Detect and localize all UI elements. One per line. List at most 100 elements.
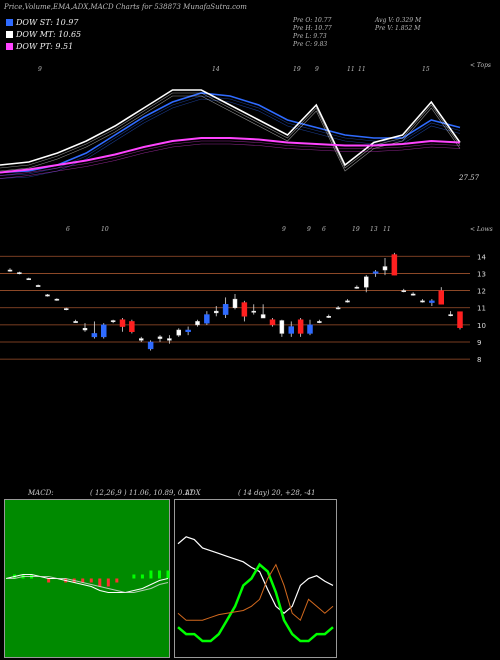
tops-label: < Tops (470, 62, 492, 69)
macd-params: ( 12,26,9 ) 11.06, 10.89, 0.17 (90, 489, 194, 497)
ema-lines (0, 89, 461, 179)
macd-background (4, 499, 170, 658)
candle-body (354, 286, 360, 289)
ema-band-line (0, 140, 461, 176)
stat-open: Pre O: 10.77 (293, 17, 332, 24)
candle-body (35, 285, 41, 287)
top-marker: 11 (347, 66, 355, 73)
adx-minus-di-line (177, 563, 334, 622)
adx-panel (174, 499, 337, 658)
candle-body (91, 333, 98, 338)
lows-label: < Lows (470, 226, 493, 233)
legend-dow-pt: DOW PT: 9.51 (6, 42, 73, 51)
ema-last-value: 27.57 (459, 174, 480, 182)
price-tick-label: 11 (477, 305, 486, 313)
low-marker: 6 (322, 226, 326, 233)
stat-avg-volume: Avg V: 0.329 M (375, 17, 422, 24)
top-marker: 9 (38, 66, 42, 73)
price-tick-label: 13 (477, 270, 486, 278)
macd-lines (5, 570, 170, 593)
candle-body (297, 319, 304, 334)
candle-body (222, 304, 229, 315)
adx-lines (177, 536, 334, 643)
price-tick-label: 10 (477, 322, 486, 330)
candle-body (119, 319, 126, 327)
ema-band-line (0, 95, 461, 176)
candle-body (241, 302, 248, 317)
adx-label: ADX (185, 489, 201, 497)
candle-body (335, 307, 341, 310)
low-marker: 9 (307, 226, 311, 233)
top-marker: 15 (422, 66, 430, 73)
ema-series-line (0, 92, 461, 174)
ema-series-line (0, 89, 461, 167)
candle-body (82, 328, 88, 331)
candle-body (391, 254, 398, 276)
adx-params: ( 14 day) 20, +28, -41 (238, 489, 316, 497)
candle-body (269, 319, 276, 326)
candle-body (410, 293, 416, 296)
candle-body (176, 329, 181, 336)
price-y-ticks: 14 13 12 11 10 9 8 (477, 253, 486, 364)
candle-body (372, 271, 379, 274)
chart-title: Price,Volume,EMA,ADX,MACD Charts for 538… (4, 3, 247, 11)
stat-high: Pre H: 10.77 (293, 25, 332, 32)
candle-body (326, 316, 331, 318)
candle-body (101, 324, 107, 338)
macd-line (5, 574, 169, 593)
macd-panel (4, 499, 170, 658)
candle-body (457, 311, 463, 329)
candle-body (429, 300, 435, 303)
top-marker: 9 (315, 66, 319, 73)
ema-series-line (0, 137, 461, 174)
candle-body (345, 300, 350, 303)
price-candles (7, 252, 463, 351)
legend-label-pt: DOW PT: 9.51 (16, 42, 74, 51)
adx-background (174, 499, 337, 658)
candle-body (260, 314, 266, 319)
stat-close: Pre C: 9.83 (293, 41, 328, 48)
ema-band-line (0, 143, 461, 179)
legend-swatch-mt (6, 31, 13, 38)
top-marker: 11 (358, 66, 366, 73)
candle-body (185, 329, 191, 332)
candle-body (448, 314, 453, 317)
candle-body (307, 324, 313, 334)
legend-label-st: DOW ST: 10.97 (16, 18, 79, 27)
ema-band-line (0, 92, 461, 169)
legend-swatch-st (6, 19, 13, 26)
top-marker: 14 (212, 66, 220, 73)
candle-body (64, 308, 69, 311)
price-tick-label: 12 (477, 288, 486, 296)
candle-body (232, 298, 238, 308)
legend-dow-mt: DOW MT: 10.65 (6, 30, 81, 39)
candle-body (279, 320, 285, 334)
stat-low: Pre L: 9.73 (293, 33, 327, 40)
candle-body (26, 278, 31, 281)
main-chart-svg: 14 13 12 11 10 9 8 (0, 89, 486, 364)
candle-body (214, 310, 219, 314)
low-marker: 10 (101, 226, 109, 233)
candle-body (7, 269, 13, 272)
low-marker: 19 (352, 226, 360, 233)
legend-dow-st: DOW ST: 10.97 (6, 18, 78, 27)
top-marker: 19 (293, 66, 301, 73)
candle-body (157, 336, 163, 339)
low-marker: 13 (370, 226, 378, 233)
legend-label-mt: DOW MT: 10.65 (16, 30, 82, 39)
candle-body (204, 314, 210, 324)
price-tick-label: 14 (477, 253, 486, 261)
candle-body (110, 320, 116, 323)
candle-body (139, 338, 144, 341)
candle-body (382, 266, 388, 271)
legend-swatch-pt (6, 43, 13, 50)
candle-body (45, 294, 50, 297)
candle-body (420, 300, 425, 303)
price-tick-label: 8 (477, 356, 481, 364)
candle-body (129, 321, 135, 332)
candle-body (401, 290, 406, 293)
candle-body (73, 321, 78, 323)
candle-body (438, 290, 444, 305)
low-marker: 11 (383, 226, 391, 233)
candle-body (364, 276, 369, 288)
